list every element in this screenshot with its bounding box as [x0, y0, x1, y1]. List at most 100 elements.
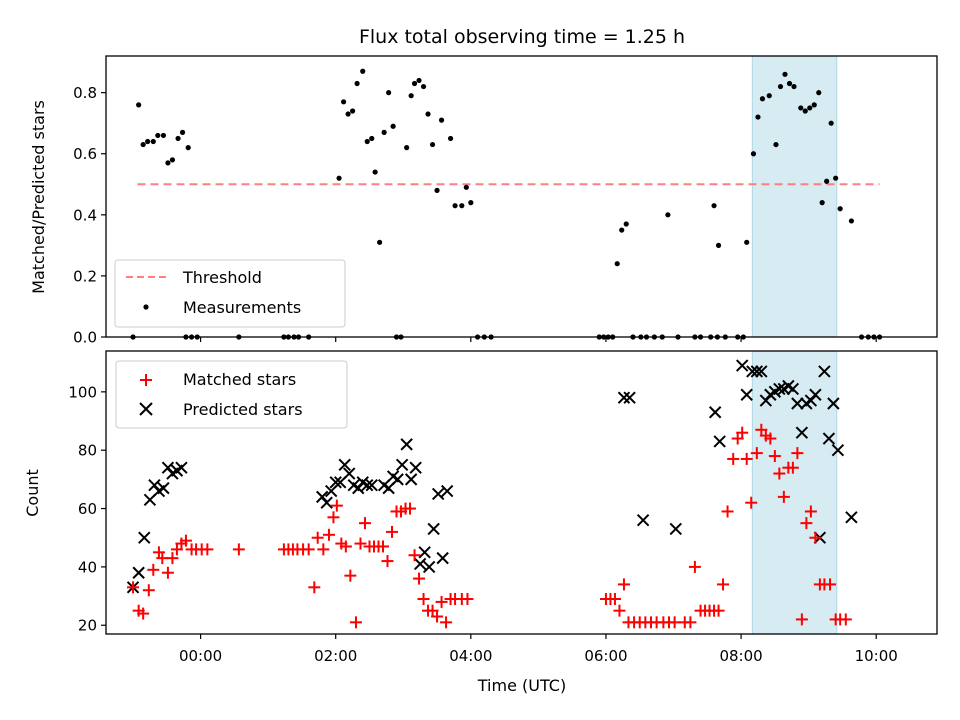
bottom-shaded-span-layer	[751, 350, 838, 635]
predicted-star-point	[845, 511, 858, 524]
predicted-marker-stroke	[422, 560, 436, 574]
predicted-marker-stroke	[329, 476, 342, 489]
predicted-marker-stroke	[735, 359, 749, 372]
x-tick-label: 10:00	[855, 647, 898, 665]
matched-star-point	[786, 461, 799, 474]
predicted-marker-stroke	[427, 522, 440, 536]
predicted-marker-stroke	[343, 467, 356, 480]
legend-predicted-label: Predicted stars	[183, 400, 303, 419]
measurement-point	[782, 71, 788, 77]
measurement-point	[364, 138, 370, 145]
measurement-point	[773, 141, 779, 148]
legend-measurements-label: Measurements	[183, 298, 301, 317]
predicted-marker-stroke	[338, 458, 351, 471]
measurement-point	[802, 108, 808, 114]
predicted-marker-stroke	[713, 435, 726, 448]
measurement-point	[345, 111, 351, 117]
predicted-marker-stroke	[827, 397, 840, 410]
bottom-y-axis: 20 40 60 80 100	[68, 383, 106, 635]
matched-star-point	[339, 540, 352, 553]
bottom-shaded-span	[751, 350, 838, 635]
measurement-point	[463, 184, 469, 190]
matched-star-point	[358, 517, 371, 530]
predicted-star-point	[365, 478, 378, 492]
matched-star-point	[804, 505, 817, 518]
predicted-star-point	[418, 546, 431, 559]
predicted-marker-stroke	[740, 388, 753, 401]
predicted-star-point	[338, 458, 351, 471]
matched-star-point	[617, 578, 630, 591]
matched-star-point	[435, 595, 448, 608]
measurement-point	[404, 145, 410, 151]
legend-threshold-label: Threshold	[182, 268, 262, 287]
matched-star-point	[404, 502, 417, 515]
predicted-star-point	[746, 365, 759, 378]
measurement-point	[140, 141, 146, 148]
matched-star-point	[327, 511, 340, 524]
predicted-marker-stroke	[623, 391, 636, 404]
predicted-star-point	[329, 476, 342, 489]
measurement-point	[828, 120, 834, 126]
measurement-point	[744, 239, 750, 245]
predicted-star-point	[391, 473, 404, 486]
measurement-point	[145, 138, 151, 145]
matched-star-point	[684, 616, 697, 629]
bottom-y-tick-label: 40	[78, 558, 97, 576]
matched-star-point	[354, 537, 367, 550]
measurement-point	[420, 83, 427, 90]
matched-star-point	[736, 426, 749, 439]
predicted-star-point	[132, 566, 145, 579]
predicted-marker-stroke	[436, 551, 449, 565]
predicted-marker-stroke	[175, 461, 188, 474]
measurement-point	[381, 129, 387, 135]
measurement-point	[175, 135, 181, 142]
matched-star-point	[745, 496, 758, 509]
x-tick-label: 00:00	[179, 647, 222, 665]
predicted-star-point	[343, 467, 356, 480]
predicted-star-point	[617, 391, 631, 404]
predicted-star-point	[809, 388, 822, 401]
bottom-plot-frame	[105, 350, 938, 635]
predicted-marker-stroke	[413, 557, 427, 571]
matched-star-point	[800, 517, 813, 530]
measurement-point	[377, 239, 383, 245]
predicted-marker-stroke	[750, 365, 764, 378]
top-y-tick-label: 0.6	[73, 145, 97, 163]
bottom-y-tick-label: 20	[78, 617, 97, 635]
measurement-point	[837, 206, 843, 212]
measurement-point	[408, 93, 414, 99]
measurement-point	[623, 221, 629, 227]
measurement-point	[807, 105, 813, 111]
measurement-point	[411, 80, 418, 87]
predicted-star-point	[669, 522, 682, 536]
measurement-point	[848, 218, 855, 224]
predicted-star-point	[320, 496, 333, 509]
matched-star-point	[613, 604, 626, 617]
predicted-star-point	[138, 531, 151, 544]
predicted-marker-stroke	[404, 473, 418, 486]
predicted-star-point	[786, 382, 800, 396]
predicted-star-point	[773, 382, 786, 396]
predicted-star-point	[431, 487, 445, 501]
predicted-star-point	[157, 481, 170, 495]
measurement-point	[711, 203, 717, 209]
predicted-marker-stroke	[831, 443, 845, 457]
predicted-marker-stroke	[795, 426, 809, 439]
predicted-star-point	[175, 461, 188, 474]
measurement-point	[468, 200, 474, 206]
top-shaded-span	[751, 55, 838, 338]
top-shaded-span-layer	[751, 55, 838, 338]
measurement-point	[452, 203, 458, 209]
predicted-star-point	[818, 365, 831, 378]
matched-star-point	[461, 592, 474, 605]
predicted-marker-stroke	[395, 458, 409, 471]
predicted-marker-stroke	[822, 432, 836, 445]
bottom-legend-box	[115, 360, 348, 429]
predicted-marker-stroke	[386, 470, 400, 483]
top-y-axis: 0.0 0.2 0.4 0.6 0.8	[73, 84, 106, 347]
predicted-star-point	[409, 461, 422, 474]
predicted-marker-stroke	[782, 379, 795, 393]
top-x-ticks	[199, 337, 877, 342]
matched-star-point	[166, 552, 179, 565]
bottom-y-tick-label: 80	[78, 442, 97, 460]
